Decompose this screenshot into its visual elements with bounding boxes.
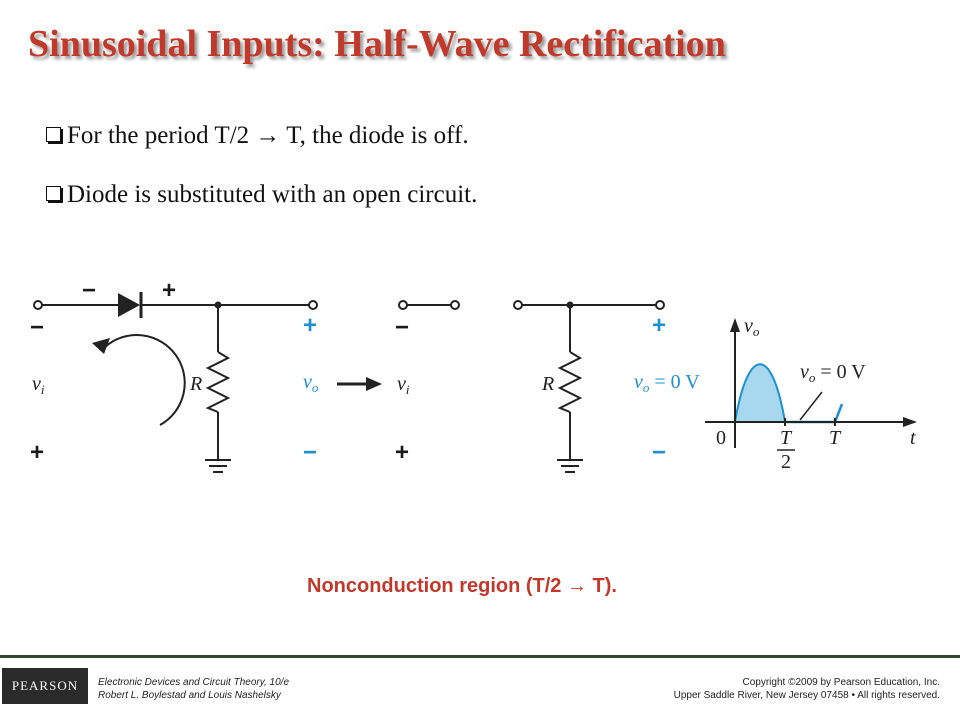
label: −	[652, 439, 666, 466]
node	[214, 301, 222, 309]
arrowhead	[730, 318, 740, 332]
label: −	[303, 439, 317, 466]
copyright-line: Copyright ©2009 by Pearson Education, In…	[742, 677, 941, 688]
label: 2	[781, 451, 791, 473]
book-authors: Robert L. Boylestad and Louis Nashelsky	[98, 690, 281, 701]
half-wave	[733, 363, 787, 423]
zero-output	[785, 403, 844, 424]
label: vi	[32, 373, 45, 397]
graph-axes	[705, 330, 905, 448]
circuit-wiring	[33, 300, 318, 473]
label: +	[30, 439, 44, 466]
label: +	[162, 277, 176, 304]
label: 0	[716, 427, 726, 449]
diode	[118, 293, 140, 317]
arrowhead	[366, 377, 382, 391]
label: vo = 0 V	[800, 361, 866, 385]
label: +	[652, 312, 666, 339]
label: R	[189, 373, 202, 395]
book-title: Electronic Devices and Circuit Theory, 1…	[98, 677, 290, 688]
label: +	[395, 439, 409, 466]
label: R	[541, 373, 554, 395]
arrowhead	[92, 338, 110, 354]
label: −	[82, 277, 96, 304]
label: T	[780, 427, 793, 449]
bullet: For the period T/2 → T, the diode is off…	[46, 122, 469, 150]
label: vo	[744, 315, 760, 339]
arrowhead	[903, 417, 917, 427]
circuit-wiring	[398, 300, 665, 473]
node	[566, 301, 574, 309]
copyright: Copyright ©2009 by Pearson Education, In…	[674, 676, 940, 702]
circuit-figure: − + − vi + R + vo − − vi + R + vo = 0 V …	[30, 277, 917, 473]
label: vi	[397, 373, 410, 397]
label: −	[30, 314, 44, 341]
copyright-line: Upper Saddle River, New Jersey 07458 • A…	[673, 690, 940, 701]
label: T	[829, 427, 842, 449]
slide-title: Sinusoidal Inputs: Half-Wave Rectificati…	[28, 23, 726, 65]
label: vo	[303, 371, 319, 395]
label: t	[910, 427, 916, 449]
label: +	[303, 312, 317, 339]
bullet: Diode is substituted with an open circui…	[46, 181, 477, 209]
label: −	[395, 314, 409, 341]
logo: PEARSON	[2, 668, 88, 704]
book-info: Electronic Devices and Circuit Theory, 1…	[98, 676, 289, 702]
label: vo = 0 V	[634, 371, 700, 395]
footer-rule	[0, 655, 960, 658]
caption: Nonconduction region (T/2 → T).	[307, 575, 617, 597]
